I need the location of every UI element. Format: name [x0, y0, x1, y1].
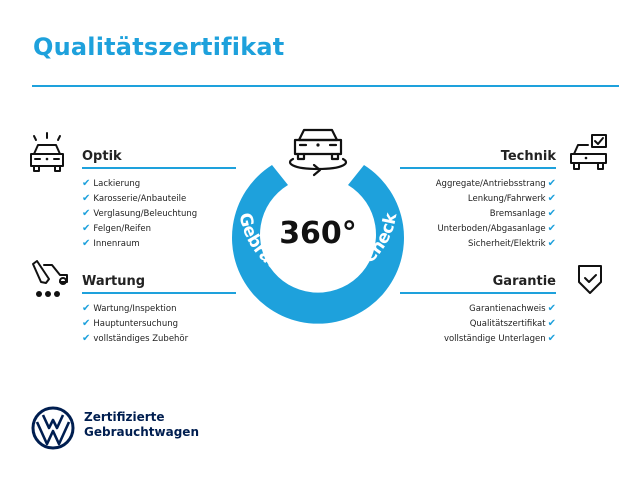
- section-technik: Technik Aggregate/Antriebsstrang ✔ Lenkung…: [400, 149, 556, 251]
- check-icon: ✔: [547, 303, 556, 314]
- section-divider: [400, 292, 556, 294]
- checklist-item: ✔ Karosserie/Anbauteile: [82, 191, 236, 206]
- checklist-item-label: Garantienachweis: [469, 304, 546, 314]
- checklist-item: ✔ vollständiges Zubehör: [82, 331, 236, 346]
- brand-text: Zertifizierte Gebrauchtwagen: [84, 410, 199, 440]
- brand-line-1: Zertifizierte: [84, 410, 165, 424]
- check-icon: ✔: [547, 208, 556, 219]
- checklist-item-label: vollständige Unterlagen: [443, 334, 546, 344]
- car-lights-icon: [30, 132, 64, 172]
- checklist-item-label: Aggregate/Antriebsstrang: [435, 179, 546, 189]
- check-icon: ✔: [82, 333, 91, 344]
- check-icon: ✔: [547, 318, 556, 329]
- checklist-item-label: Innenraum: [93, 239, 140, 249]
- checklist-item: ✔ Lackierung: [82, 176, 236, 191]
- checklist-item: Garantienachweis ✔: [400, 301, 556, 316]
- section-title: Wartung: [82, 274, 146, 289]
- check-icon: ✔: [82, 318, 91, 329]
- car-rotate-icon: [288, 128, 348, 177]
- checklist-item: vollständige Unterlagen ✔: [400, 331, 556, 346]
- vw-logo: [31, 406, 75, 450]
- car-checkbox-icon: [570, 134, 607, 170]
- checklist-item-label: Sicherheit/Elektrik: [468, 239, 546, 249]
- checklist-item: Qualitätszertifikat ✔: [400, 316, 556, 331]
- checklist-item: Aggregate/Antriebsstrang ✔: [400, 176, 556, 191]
- checklist-item: Bremsanlage ✔: [400, 206, 556, 221]
- checklist-item: Unterboden/Abgasanlage ✔: [400, 221, 556, 236]
- checklist-item-label: Wartung/Inspektion: [93, 304, 177, 314]
- section-title: Garantie: [492, 274, 556, 289]
- checklist-item-label: Verglasung/Beleuchtung: [93, 209, 198, 219]
- check-icon: ✔: [82, 193, 91, 204]
- check-360-badge: Gebrauchtwagen-Check 360°: [232, 128, 404, 324]
- check-icon: ✔: [547, 193, 556, 204]
- checklist-item-label: Lenkung/Fahrwerk: [467, 194, 546, 204]
- ring: [232, 165, 404, 324]
- check-icon: ✔: [547, 333, 556, 344]
- checklist-item: ✔ Felgen/Reifen: [82, 221, 236, 236]
- section-title: Optik: [82, 149, 122, 164]
- checklist-item: Sicherheit/Elektrik ✔: [400, 236, 556, 251]
- shield-check-icon: [578, 265, 602, 294]
- checklist-item-label: vollständiges Zubehör: [93, 334, 189, 344]
- checklist-item-label: Lackierung: [93, 179, 141, 189]
- check-icon: ✔: [82, 303, 91, 314]
- check-icon: ✔: [82, 238, 91, 249]
- brand-line-2: Gebrauchtwagen: [84, 425, 199, 439]
- checklist-item: Lenkung/Fahrwerk ✔: [400, 191, 556, 206]
- check-icon: ✔: [82, 178, 91, 189]
- checklist-item-label: Bremsanlage: [489, 209, 546, 219]
- check-icon: ✔: [547, 178, 556, 189]
- checklist-item: ✔ Verglasung/Beleuchtung: [82, 206, 236, 221]
- section-divider: [400, 167, 556, 169]
- car-service-icon: [32, 260, 68, 297]
- checklist-item: ✔ Hauptuntersuchung: [82, 316, 236, 331]
- section-optik: Optik ✔ Lackierung ✔ Karosserie/Anbauteile ✔…: [82, 149, 236, 251]
- section-divider: [82, 292, 236, 294]
- checklist-item-label: Karosserie/Anbauteile: [93, 194, 187, 204]
- checklist-item: ✔ Wartung/Inspektion: [82, 301, 236, 316]
- section-divider: [82, 167, 236, 169]
- section-wartung: Wartung ✔ Wartung/Inspektion ✔ Hauptuntersu…: [82, 274, 236, 346]
- section-title: Technik: [500, 149, 556, 164]
- check-icon: ✔: [82, 223, 91, 234]
- page-title: Qualitätszertifikat: [33, 33, 285, 61]
- checklist-item: ✔ Innenraum: [82, 236, 236, 251]
- checklist-item-label: Qualitätszertifikat: [469, 319, 546, 329]
- title-divider: [32, 85, 619, 87]
- checklist-item-label: Unterboden/Abgasanlage: [437, 224, 546, 234]
- check-icon: ✔: [547, 238, 556, 249]
- section-garantie: Garantie Garantienachweis ✔ Qualitätszerti…: [400, 274, 556, 346]
- checklist-item-label: Hauptuntersuchung: [93, 319, 178, 329]
- check-icon: ✔: [82, 208, 91, 219]
- checklist-item-label: Felgen/Reifen: [93, 224, 152, 234]
- degrees-label: 360°: [279, 216, 357, 251]
- check-icon: ✔: [547, 223, 556, 234]
